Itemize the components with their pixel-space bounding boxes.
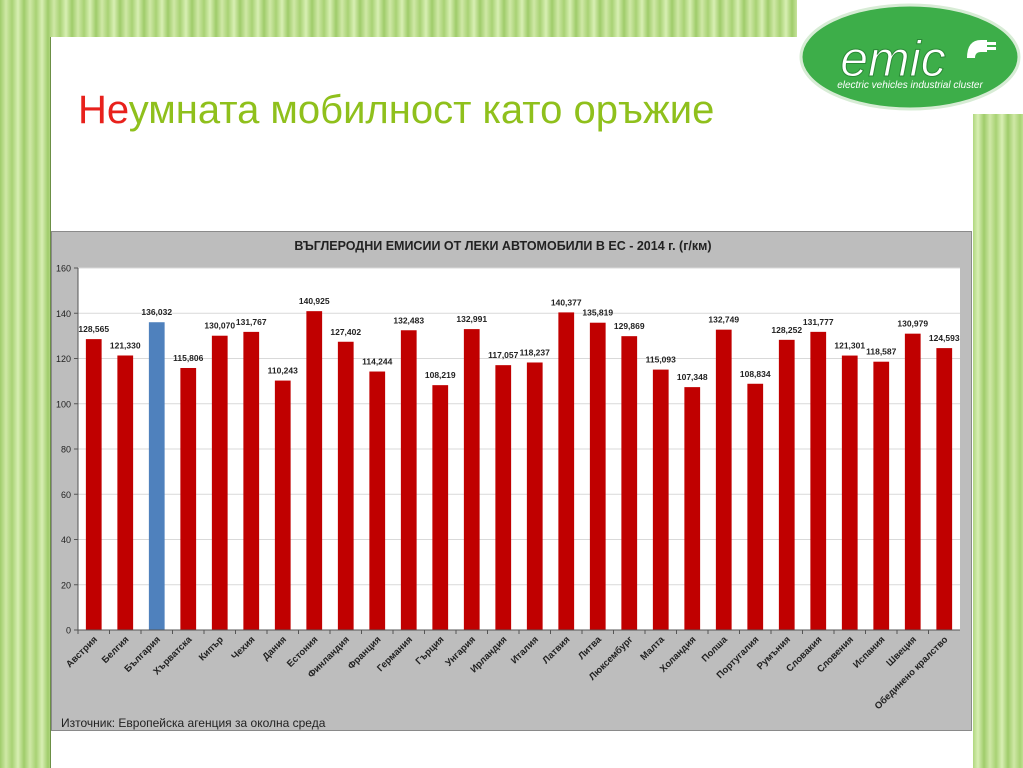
bar — [432, 385, 449, 630]
plug-icon — [967, 40, 996, 58]
bar — [558, 312, 575, 630]
bar — [778, 339, 795, 630]
x-tick-label: Малта — [638, 634, 667, 663]
data-label: 132,483 — [393, 315, 424, 325]
bar — [369, 371, 386, 630]
x-tick-label: Чехия — [229, 634, 257, 662]
bar — [211, 335, 228, 630]
bar — [306, 311, 323, 630]
x-tick-label: Полша — [700, 634, 731, 665]
data-label: 115,806 — [173, 353, 204, 363]
data-label: 132,991 — [456, 314, 487, 324]
x-tick-label: Гърция — [414, 634, 447, 667]
data-label: 110,243 — [268, 366, 299, 376]
emic-logo: emic electric vehicles industrial cluste… — [799, 3, 1021, 111]
data-label: 130,070 — [204, 321, 235, 331]
emissions-chart: ВЪГЛЕРОДНИ ЕМИСИИ ОТ ЛЕКИ АВТОМОБИЛИ В Е… — [51, 231, 972, 731]
data-label: 130,979 — [897, 319, 928, 329]
bar — [148, 322, 165, 630]
bar — [936, 348, 953, 630]
bar — [904, 333, 921, 630]
y-tick-label: 80 — [61, 445, 71, 455]
x-tick-label: Кипър — [197, 634, 226, 663]
y-tick-label: 40 — [61, 535, 71, 545]
data-label: 136,032 — [141, 307, 172, 317]
x-tick-label: Австрия — [64, 634, 100, 670]
data-label: 121,330 — [110, 340, 141, 350]
bar — [463, 329, 480, 630]
bar — [243, 331, 260, 630]
data-label: 140,925 — [299, 296, 330, 306]
data-label: 128,565 — [78, 324, 109, 334]
bar — [400, 330, 417, 630]
data-label: 118,237 — [520, 347, 551, 357]
logo-tagline: electric vehicles industrial cluster — [837, 80, 983, 91]
y-tick-label: 120 — [56, 354, 71, 364]
data-label: 131,777 — [803, 317, 834, 327]
data-label: 108,834 — [740, 369, 771, 379]
y-tick-label: 20 — [61, 580, 71, 590]
y-tick-label: 0 — [66, 626, 71, 636]
data-label: 108,219 — [425, 370, 456, 380]
x-tick-label: Белгия — [100, 634, 131, 665]
bar — [747, 383, 764, 630]
data-label: 117,057 — [488, 350, 519, 360]
bar — [495, 365, 512, 630]
bar — [715, 329, 732, 630]
data-label: 114,244 — [362, 357, 393, 367]
data-label: 127,402 — [330, 327, 361, 337]
data-label: 135,819 — [582, 308, 613, 318]
x-tick-label: Испания — [851, 634, 887, 670]
data-label: 124,593 — [929, 333, 960, 343]
chart-title: ВЪГЛЕРОДНИ ЕМИСИИ ОТ ЛЕКИ АВТОМОБИЛИ В Е… — [294, 239, 711, 253]
logo-box: emic electric vehicles industrial cluste… — [797, 0, 1023, 114]
y-tick-label: 100 — [56, 399, 71, 409]
x-tick-label: Латвия — [541, 634, 573, 666]
bar — [873, 361, 890, 630]
bar — [652, 369, 669, 630]
data-label: 132,749 — [708, 315, 739, 325]
data-label: 115,093 — [646, 355, 677, 365]
bar — [589, 322, 606, 630]
chart-source: Източник: Европейска агенция за околна с… — [61, 716, 326, 730]
bar — [117, 355, 134, 630]
bar — [621, 336, 638, 630]
data-label: 128,252 — [771, 325, 802, 335]
bar — [180, 367, 197, 630]
bar — [841, 355, 858, 630]
data-label: 140,377 — [551, 297, 582, 307]
bar — [274, 380, 291, 630]
y-tick-label: 60 — [61, 490, 71, 500]
data-label: 131,767 — [236, 317, 267, 327]
slide-title: Неумната мобилност като оръжие — [78, 88, 714, 133]
bar — [684, 387, 701, 630]
bar — [526, 362, 543, 630]
data-label: 118,587 — [866, 347, 897, 357]
data-label: 121,301 — [834, 341, 865, 351]
chart-svg: ВЪГЛЕРОДНИ ЕМИСИИ ОТ ЛЕКИ АВТОМОБИЛИ В Е… — [56, 239, 960, 712]
bar — [85, 339, 102, 630]
data-label: 129,869 — [614, 321, 645, 331]
data-label: 107,348 — [677, 372, 708, 382]
logo-brand: emic — [840, 31, 946, 87]
bar — [810, 331, 827, 630]
x-tick-label: Дания — [260, 634, 288, 662]
x-tick-label: Литва — [576, 634, 604, 662]
x-tick-label: Италия — [509, 634, 541, 666]
y-tick-label: 160 — [56, 264, 71, 274]
bar — [337, 341, 354, 630]
slide-title-rest: умната мобилност като оръжие — [128, 88, 715, 132]
y-tick-label: 140 — [56, 309, 71, 319]
slide-title-highlight: Не — [78, 88, 129, 132]
